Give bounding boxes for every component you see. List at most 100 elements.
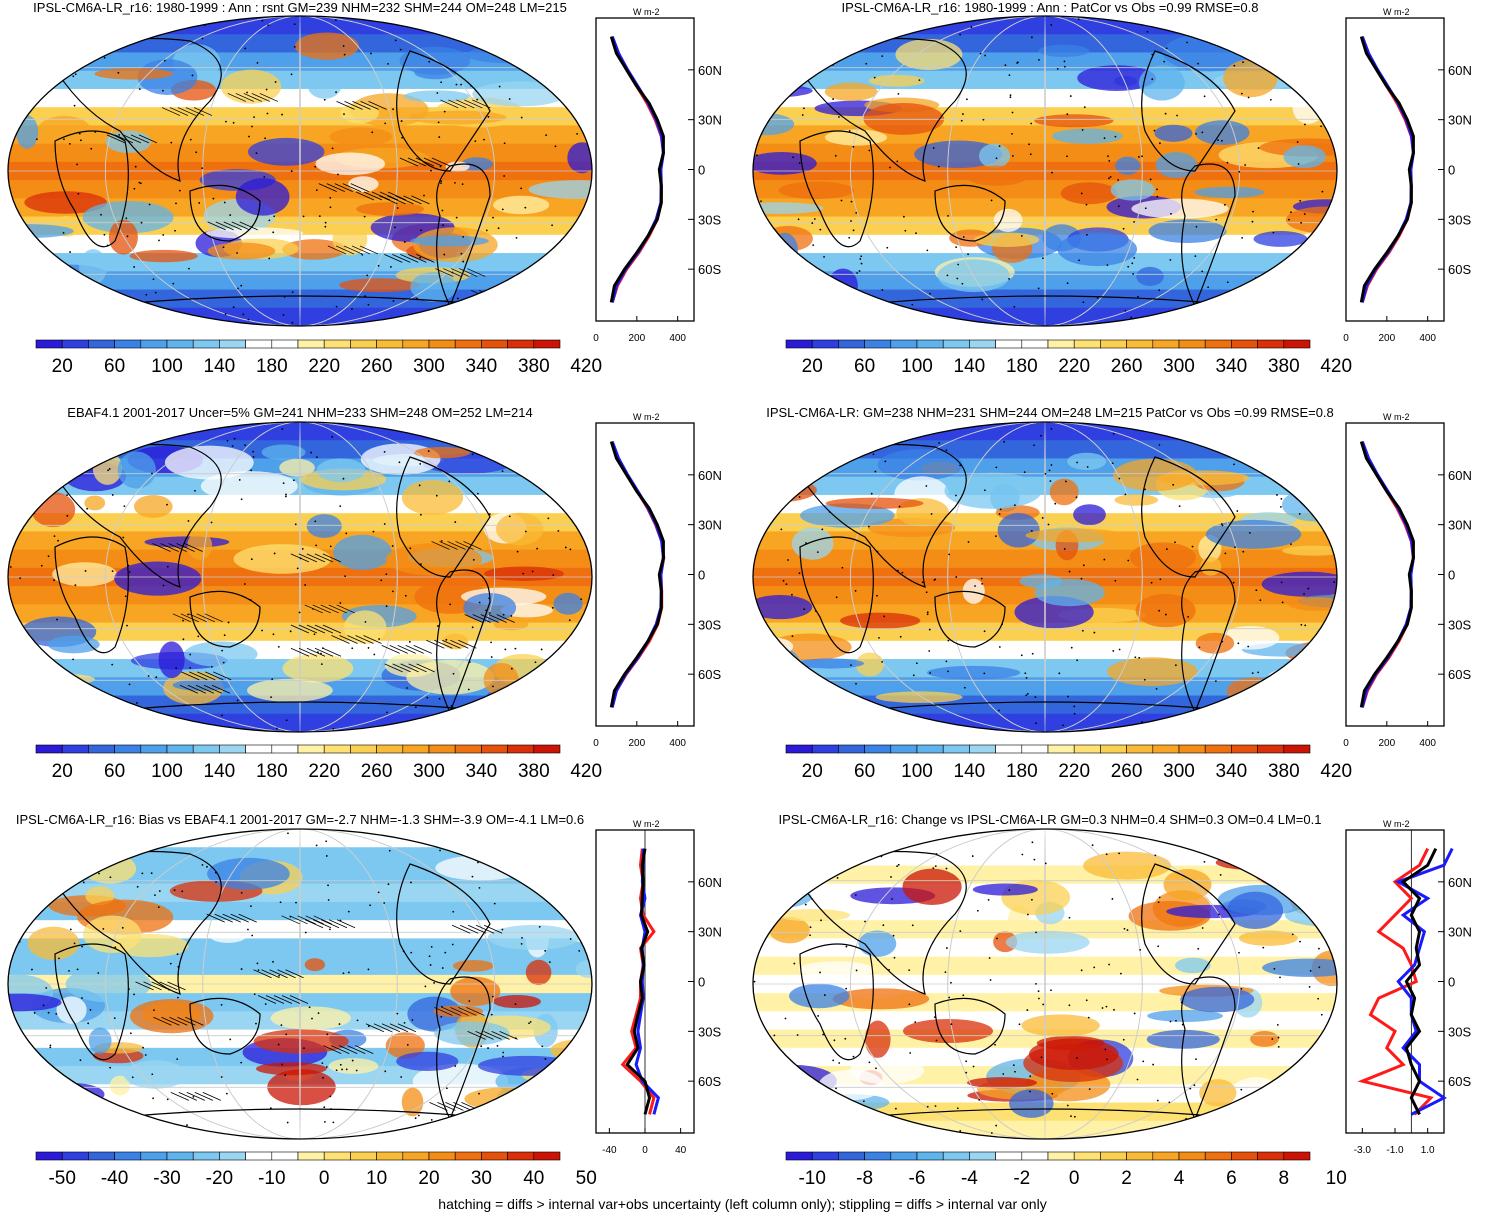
stipple-dot [195,151,198,154]
stipple-dot [40,564,43,567]
lat-tick-label: 30S [1448,617,1471,632]
stipple-dot [574,466,577,469]
colorbar-swatch [428,1151,456,1161]
stipple-dot [557,42,559,45]
stipple-dot [264,137,267,140]
stipple-dot [206,865,208,868]
stipple-dot [102,927,105,930]
zonal-series-line [1400,847,1438,1116]
stipple-dot [1205,425,1208,428]
stipple-dot [1236,510,1239,512]
stipple-dot [355,1069,358,1072]
field-blob [129,998,214,1034]
field-blob [37,115,91,144]
hatch-line [251,93,270,102]
stipple-dot [1242,550,1245,553]
stipple-dot [1189,1087,1192,1090]
coastline [99,295,501,307]
stipple-dot [1240,987,1243,990]
colorbar-label: 340 [1216,761,1248,782]
field-blob [966,1077,1038,1089]
lat-tick-label: 30S [698,1024,721,1039]
stipple-dot [1064,480,1067,483]
stipple-dot [1215,218,1218,221]
field-blob [1250,1031,1279,1047]
stipple-dot [1113,1008,1115,1011]
stipple-dot [490,1013,493,1016]
stipple-dot [19,577,22,580]
stipple-dot [955,494,957,497]
stipple-dot [87,1022,90,1025]
stipple-dot [255,422,258,424]
stipple-dot [1334,951,1336,954]
stipple-dot [151,472,153,475]
stipple-dot [896,569,899,572]
stipple-dot [1076,461,1079,464]
lat-band [753,677,1337,697]
stipple-dot [221,649,224,652]
stipple-dot [1303,316,1306,318]
colorbar-swatch [1073,1151,1101,1161]
stipple-dot [754,72,756,75]
stipple-dot [1158,609,1161,612]
field-blob [8,993,62,1012]
colorbar-swatch [88,744,115,754]
stipple-dot [1247,96,1250,99]
stipple-dot [769,1136,772,1139]
stipple-dot [1087,1016,1090,1019]
colorbar-swatch [1204,339,1232,349]
graticule-lon [299,829,301,1139]
field-blob [791,527,834,560]
zonal-unit-label: W m-2 [1383,7,1410,17]
stipple-dot [266,112,269,115]
stipple-dot [81,997,83,999]
stipple-dot [933,579,936,581]
stipple-dot [1011,155,1014,157]
stipple-dot [1040,1056,1043,1059]
field-blob [329,127,393,147]
stipple-dot [926,611,929,614]
hatch-line [371,191,391,201]
stipple-dot [419,256,422,259]
zonal-series-line [1360,36,1415,303]
stipple-dot [784,1017,787,1020]
hatch-line [339,1045,358,1055]
field-blob [753,202,824,214]
stipple-dot [840,835,843,838]
stipple-dot [1300,679,1302,682]
field-blob [46,276,82,309]
hatch-line [475,924,495,934]
stipple-dot [356,1019,359,1022]
stipple-dot [1156,195,1159,198]
stipple-dot [402,832,405,835]
stipple-dot [1026,913,1029,916]
field-blob [117,451,156,489]
stipple-dot [1206,835,1209,838]
zonal-x-tick-label: 400 [1419,738,1436,749]
stipple-dot [240,1061,243,1064]
hatch-line [122,134,142,144]
stipple-dot [342,45,345,47]
zonal-series-line [610,441,666,708]
field-blob [328,1058,379,1074]
graticule-lon [299,422,301,732]
colorbar-swatch [1231,339,1258,349]
stipple-dot [1138,156,1140,158]
field-blob [1223,59,1278,98]
field-blob [1261,571,1337,597]
stipple-dot [568,80,571,83]
stipple-dot [849,864,852,866]
stipple-dot [850,220,852,222]
field-blob [902,868,962,905]
stipple-dot [445,638,448,641]
lat-band [8,695,592,715]
stipple-dot [324,221,327,224]
stipple-dot [387,62,390,65]
stipple-dot [1105,1005,1108,1008]
stipple-dot [1271,872,1274,875]
hatch-line [215,221,234,231]
stipple-dot [1293,673,1296,676]
field-blob [47,635,100,654]
stipple-dot [73,942,76,945]
